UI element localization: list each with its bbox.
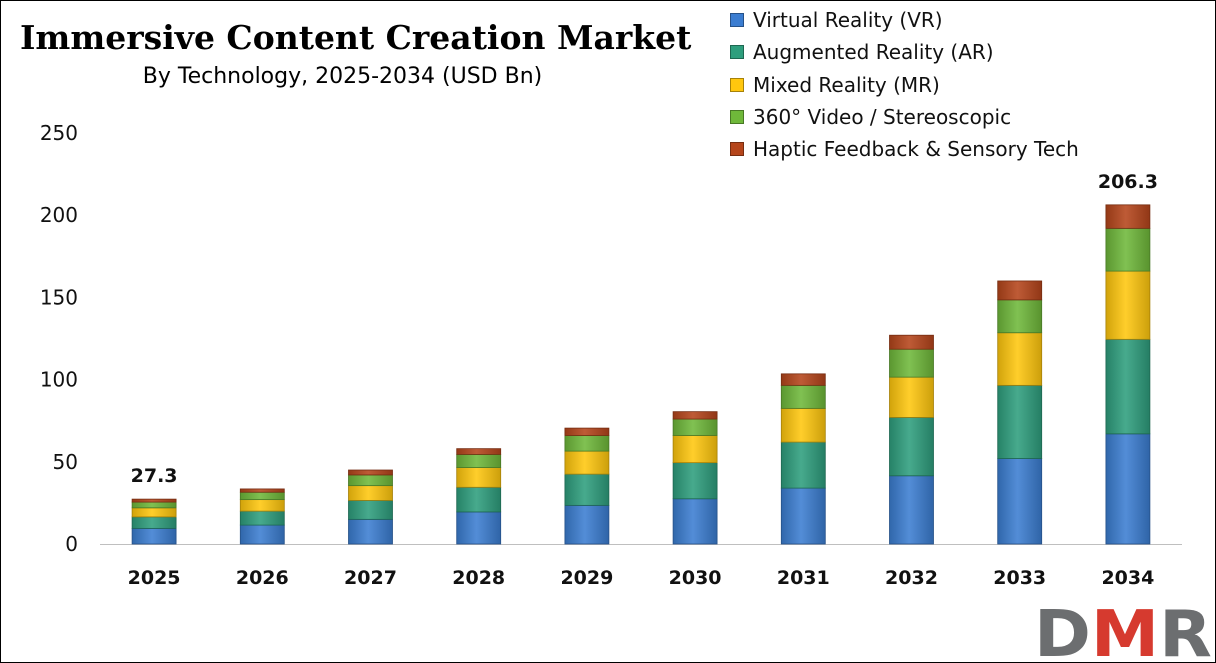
legend-item-vr: Virtual Reality (VR)	[730, 4, 1079, 36]
x-tick-label: 2025	[128, 567, 181, 589]
chart-title: Immersive Content Creation Market	[20, 18, 692, 57]
bar-segment-2028-0	[456, 511, 502, 545]
bar-segment-2031-3	[780, 384, 826, 409]
bar-segment-2028-2	[456, 467, 502, 488]
bar-segment-2027-1	[348, 500, 393, 520]
bar-segment-2026-1	[239, 510, 285, 526]
total-data-label: 27.3	[131, 465, 178, 487]
bar-segment-2032-4	[889, 334, 934, 350]
bar-segment-2030-4	[672, 411, 718, 420]
x-tick-label: 2034	[1101, 567, 1154, 589]
logo-letter-m: M	[1091, 598, 1159, 662]
bar-segment-2030-2	[672, 435, 718, 464]
bar-segment-2027-0	[348, 518, 393, 545]
bar-segment-2029-4	[564, 427, 610, 436]
x-tick-label: 2033	[993, 567, 1046, 589]
x-tick-label: 2029	[560, 567, 613, 589]
bar-segment-2025-2	[131, 507, 177, 518]
legend-label-360-video: 360° Video / Stereoscopic	[753, 105, 1012, 130]
bar-segment-2025-4	[131, 498, 177, 503]
logo-letter-d: D	[1034, 598, 1091, 662]
bar-segment-2027-2	[348, 485, 393, 501]
legend-swatch-haptic	[730, 142, 744, 157]
bar-segment-2033-4	[997, 280, 1043, 301]
x-tick-label: 2028	[452, 567, 505, 589]
bar-segment-2031-2	[780, 407, 826, 443]
bar-segment-2031-4	[780, 373, 826, 386]
legend-swatch-vr	[730, 13, 744, 28]
bar-segment-2028-4	[456, 448, 502, 455]
bar-segment-2025-0	[131, 527, 177, 545]
bar-segment-2032-0	[889, 475, 934, 545]
y-tick-label: 0	[65, 532, 78, 556]
chart-legend: Virtual Reality (VR) Augmented Reality (…	[730, 4, 1079, 165]
bar-segment-2027-4	[348, 469, 393, 476]
y-tick-label: 200	[40, 203, 78, 227]
legend-item-haptic: Haptic Feedback & Sensory Tech	[730, 133, 1079, 165]
bar-segment-2034-3	[1105, 227, 1151, 272]
bar-segment-2027-3	[348, 474, 393, 487]
logo-letter-r: R	[1159, 598, 1212, 662]
bar-segment-2029-3	[564, 435, 610, 452]
y-tick-label: 100	[40, 368, 78, 392]
bar-segment-2025-3	[131, 501, 177, 509]
bar-segment-2034-4	[1105, 204, 1151, 229]
bar-segment-2034-2	[1105, 270, 1151, 340]
bar-segment-2030-0	[672, 498, 718, 545]
bar-segment-2026-3	[239, 491, 285, 501]
legend-swatch-360-video	[730, 110, 744, 125]
bar-segment-2032-3	[889, 348, 934, 378]
bar-segment-2032-2	[889, 376, 934, 418]
bar-segment-2030-3	[672, 418, 718, 436]
bar-segment-2029-1	[564, 473, 610, 506]
bar-segment-2033-3	[997, 299, 1043, 334]
bar-segment-2026-2	[239, 499, 285, 512]
bar-segment-2033-0	[997, 458, 1043, 545]
x-tick-label: 2026	[236, 567, 289, 589]
legend-label-vr: Virtual Reality (VR)	[753, 8, 943, 33]
bar-segment-2034-0	[1105, 433, 1151, 545]
bar-segment-2031-1	[780, 441, 826, 489]
total-data-label: 206.3	[1098, 171, 1158, 193]
bar-segment-2030-1	[672, 462, 718, 500]
y-tick-label: 150	[40, 285, 78, 309]
bar-segment-2031-0	[780, 487, 826, 545]
legend-item-mr: Mixed Reality (MR)	[730, 69, 1079, 101]
bar-segment-2026-0	[239, 524, 285, 545]
legend-label-mr: Mixed Reality (MR)	[753, 72, 940, 97]
legend-label-ar: Augmented Reality (AR)	[753, 40, 994, 65]
x-tick-label: 2030	[669, 567, 722, 589]
x-tick-label: 2027	[344, 567, 397, 589]
dmr-logo: DMR	[1034, 598, 1212, 662]
bar-segment-2025-1	[131, 516, 177, 529]
y-tick-label: 50	[53, 450, 78, 474]
legend-item-ar: Augmented Reality (AR)	[730, 36, 1079, 68]
y-tick-label: 250	[40, 121, 78, 145]
bar-segment-2028-1	[456, 486, 502, 513]
bar-segment-2033-2	[997, 332, 1043, 386]
legend-swatch-mr	[730, 77, 744, 92]
bar-segment-2026-4	[239, 488, 285, 493]
legend-label-haptic: Haptic Feedback & Sensory Tech	[753, 137, 1079, 162]
svg-text:DMR: DMR	[1034, 598, 1212, 662]
x-tick-label: 2031	[777, 567, 830, 589]
bar-segment-2032-1	[889, 417, 934, 477]
bar-segment-2034-1	[1105, 338, 1151, 435]
legend-item-360-video: 360° Video / Stereoscopic	[730, 101, 1079, 133]
bar-segment-2028-3	[456, 454, 502, 468]
bar-segment-2029-2	[564, 450, 610, 475]
bar-segment-2033-1	[997, 384, 1043, 459]
chart-subtitle: By Technology, 2025-2034 (USD Bn)	[142, 64, 543, 89]
legend-swatch-ar	[730, 45, 744, 60]
bar-segment-2029-0	[564, 504, 610, 545]
x-tick-label: 2032	[885, 567, 938, 589]
